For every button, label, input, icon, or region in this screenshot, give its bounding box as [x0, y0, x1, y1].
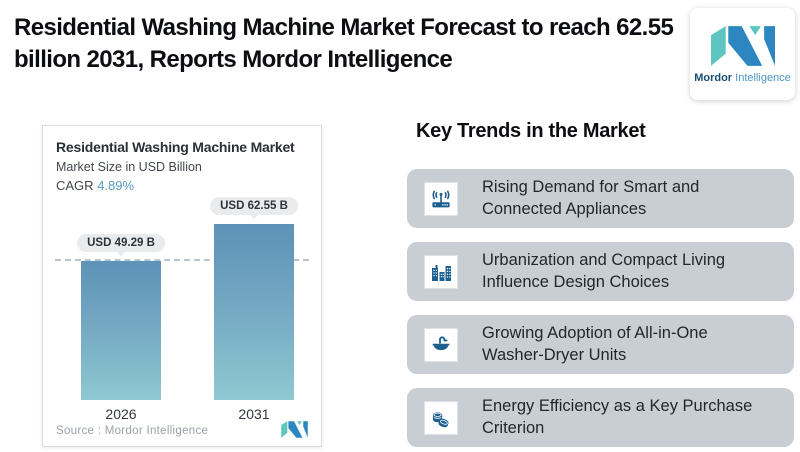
logo-word-intelligence: Intelligence: [735, 71, 791, 84]
buildings-icon: [424, 254, 458, 289]
reference-dashed-line: [55, 259, 309, 261]
market-chart-card: Residential Washing Machine Market Marke…: [42, 125, 322, 447]
trend-card-smart-appliances: Rising Demand for Smart and Connected Ap…: [407, 169, 794, 228]
logo-wordmark: Mordor Intelligence: [694, 72, 791, 84]
trend-text: Urbanization and Compact Living Influenc…: [482, 251, 726, 291]
mini-mordor-logo-icon: [281, 421, 308, 438]
trend-card-energy-efficiency: Energy Efficiency as a Key Purchase Crit…: [407, 388, 794, 447]
trend-text: Rising Demand for Smart and Connected Ap…: [482, 178, 700, 218]
trends-heading: Key Trends in the Market: [416, 120, 646, 142]
trends-list: Rising Demand for Smart and Connected Ap…: [407, 169, 794, 447]
x-axis-label-2026: 2026: [105, 406, 137, 422]
trend-card-washer-dryer: Growing Adoption of All-in-One Washer-Dr…: [407, 315, 794, 374]
trend-text: Energy Efficiency as a Key Purchase Crit…: [482, 397, 753, 437]
trend-card-urbanization: Urbanization and Compact Living Influenc…: [407, 242, 794, 301]
bar-2026: [81, 261, 161, 400]
cagr-value: 4.89%: [97, 178, 135, 193]
chart-title: Residential Washing Machine Market: [56, 139, 295, 155]
page-title: Residential Washing Machine Market Forec…: [14, 14, 674, 73]
mordor-logo-icon: [710, 25, 775, 66]
washbasin-icon: [424, 327, 458, 362]
bar-value-label-2026: USD 49.29 B: [77, 234, 165, 252]
chart-cagr: CAGR 4.89%: [56, 178, 308, 193]
mordor-intelligence-logo: Mordor Intelligence: [690, 8, 795, 100]
chart-subtitle: Market Size in USD Billion: [56, 160, 202, 174]
wifi-router-icon: [424, 181, 458, 216]
coins-icon: [424, 400, 458, 435]
logo-word-mordor: Mordor: [694, 71, 733, 84]
bar-value-label-2031: USD 62.55 B: [210, 197, 298, 215]
cagr-label: CAGR: [56, 178, 94, 193]
x-axis-label-2031: 2031: [238, 406, 270, 422]
bar-2031: [214, 224, 294, 400]
source-label: Source : Mordor Intelligence: [56, 425, 209, 437]
trend-text: Growing Adoption of All-in-One Washer-Dr…: [482, 324, 708, 364]
